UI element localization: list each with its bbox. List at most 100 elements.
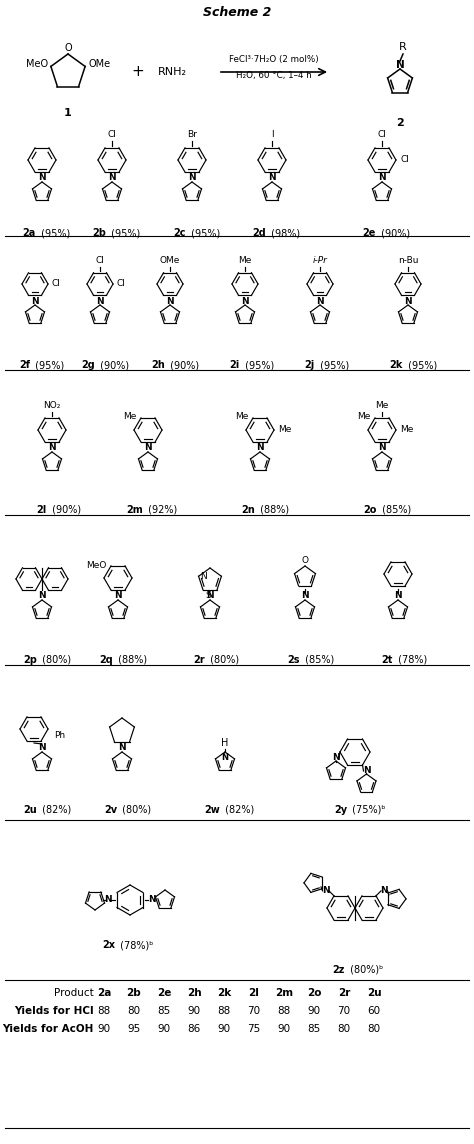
Text: 1: 1 [64, 108, 72, 118]
Text: 2w: 2w [204, 805, 220, 815]
Text: (95%): (95%) [108, 228, 140, 238]
Text: (95%): (95%) [317, 360, 349, 370]
Text: N: N [206, 591, 214, 601]
Text: (95%): (95%) [242, 360, 274, 370]
Text: 88: 88 [218, 1006, 231, 1016]
Text: 80: 80 [337, 1024, 351, 1034]
Text: (95%): (95%) [188, 228, 220, 238]
Text: N: N [221, 753, 228, 762]
Text: 2j: 2j [305, 360, 315, 370]
Text: (90%): (90%) [49, 505, 81, 515]
Text: 2o: 2o [364, 505, 377, 515]
Text: N: N [144, 444, 152, 453]
Text: FeCl³·7H₂O (2 mol%): FeCl³·7H₂O (2 mol%) [229, 55, 319, 64]
Text: 70: 70 [247, 1006, 261, 1016]
Text: Me: Me [357, 412, 371, 421]
Text: +: + [132, 64, 145, 79]
Text: (90%): (90%) [378, 228, 410, 238]
Text: n-Bu: n-Bu [398, 256, 418, 265]
Text: 2x: 2x [102, 940, 115, 950]
Text: 2h: 2h [151, 360, 165, 370]
Text: Product: Product [54, 988, 94, 998]
Text: 88: 88 [97, 1006, 110, 1016]
Text: 2b: 2b [92, 228, 106, 238]
Text: NO₂: NO₂ [43, 402, 61, 410]
Text: 2z: 2z [333, 966, 345, 975]
Text: 90: 90 [187, 1006, 201, 1016]
Text: Me: Me [124, 412, 137, 421]
Text: (85%): (85%) [379, 505, 411, 515]
Text: 2h: 2h [187, 988, 201, 998]
Text: N: N [148, 896, 156, 905]
Text: MeO: MeO [87, 562, 107, 571]
Text: N: N [104, 896, 112, 905]
Text: N: N [38, 744, 46, 753]
Text: N: N [363, 766, 370, 776]
Text: (90%): (90%) [97, 360, 129, 370]
Text: (92%): (92%) [145, 505, 177, 515]
Text: Me: Me [400, 424, 413, 434]
Text: Scheme 2: Scheme 2 [203, 6, 271, 19]
Text: N: N [322, 887, 330, 896]
Text: O: O [301, 556, 309, 565]
Text: Me: Me [278, 424, 292, 434]
Text: N: N [118, 744, 126, 753]
Text: N: N [188, 174, 196, 183]
Text: 2k: 2k [217, 988, 231, 998]
Text: (95%): (95%) [32, 360, 64, 370]
Text: (88%): (88%) [115, 656, 147, 665]
Text: 2u: 2u [367, 988, 381, 998]
Text: (95%): (95%) [38, 228, 70, 238]
Text: (80%): (80%) [119, 805, 151, 815]
Text: N: N [96, 296, 104, 305]
Text: (82%): (82%) [39, 805, 71, 815]
Text: N: N [268, 174, 276, 183]
Text: Cl: Cl [378, 130, 386, 140]
Text: MeO: MeO [26, 59, 48, 70]
Text: 80: 80 [128, 1006, 141, 1016]
Text: 2g: 2g [81, 360, 95, 370]
Text: Me: Me [375, 402, 389, 410]
Text: 75: 75 [247, 1024, 261, 1034]
Text: 90: 90 [277, 1024, 291, 1034]
Text: Cl: Cl [108, 130, 117, 140]
Text: N: N [38, 591, 46, 601]
Text: 2v: 2v [104, 805, 117, 815]
Text: Br: Br [187, 130, 197, 140]
Text: (90%): (90%) [167, 360, 199, 370]
Text: H₂O, 60 °C, 1–4 h: H₂O, 60 °C, 1–4 h [236, 71, 312, 80]
Text: Cl: Cl [96, 256, 104, 265]
Text: Ph: Ph [54, 731, 65, 740]
Text: 86: 86 [187, 1024, 201, 1034]
Text: 2t: 2t [382, 656, 393, 665]
Text: 2s: 2s [288, 656, 300, 665]
Text: N: N [256, 444, 264, 453]
Text: 80: 80 [367, 1024, 381, 1034]
Text: Me: Me [238, 256, 252, 265]
Text: 2r: 2r [338, 988, 350, 998]
Text: (98%): (98%) [268, 228, 300, 238]
Text: 90: 90 [98, 1024, 110, 1034]
Text: 2a: 2a [23, 228, 36, 238]
Text: 90: 90 [308, 1006, 320, 1016]
Text: N: N [201, 572, 207, 581]
Text: 2k: 2k [390, 360, 403, 370]
Text: 2e: 2e [363, 228, 376, 238]
Text: 2a: 2a [97, 988, 111, 998]
Text: N: N [378, 444, 386, 453]
Text: RNH₂: RNH₂ [158, 67, 187, 77]
Text: 95: 95 [128, 1024, 141, 1034]
Text: N: N [394, 591, 402, 601]
Text: 60: 60 [367, 1006, 381, 1016]
Text: N: N [114, 591, 122, 601]
Text: OMe: OMe [88, 59, 110, 70]
Text: 2e: 2e [157, 988, 171, 998]
Text: 2o: 2o [307, 988, 321, 998]
Text: i-Pr: i-Pr [312, 256, 328, 265]
Text: Cl: Cl [52, 279, 61, 288]
Text: 85: 85 [157, 1006, 171, 1016]
Text: (78%)ᵇ: (78%)ᵇ [117, 940, 154, 950]
Text: 90: 90 [218, 1024, 230, 1034]
Text: N: N [166, 296, 174, 305]
Text: (85%): (85%) [302, 656, 334, 665]
